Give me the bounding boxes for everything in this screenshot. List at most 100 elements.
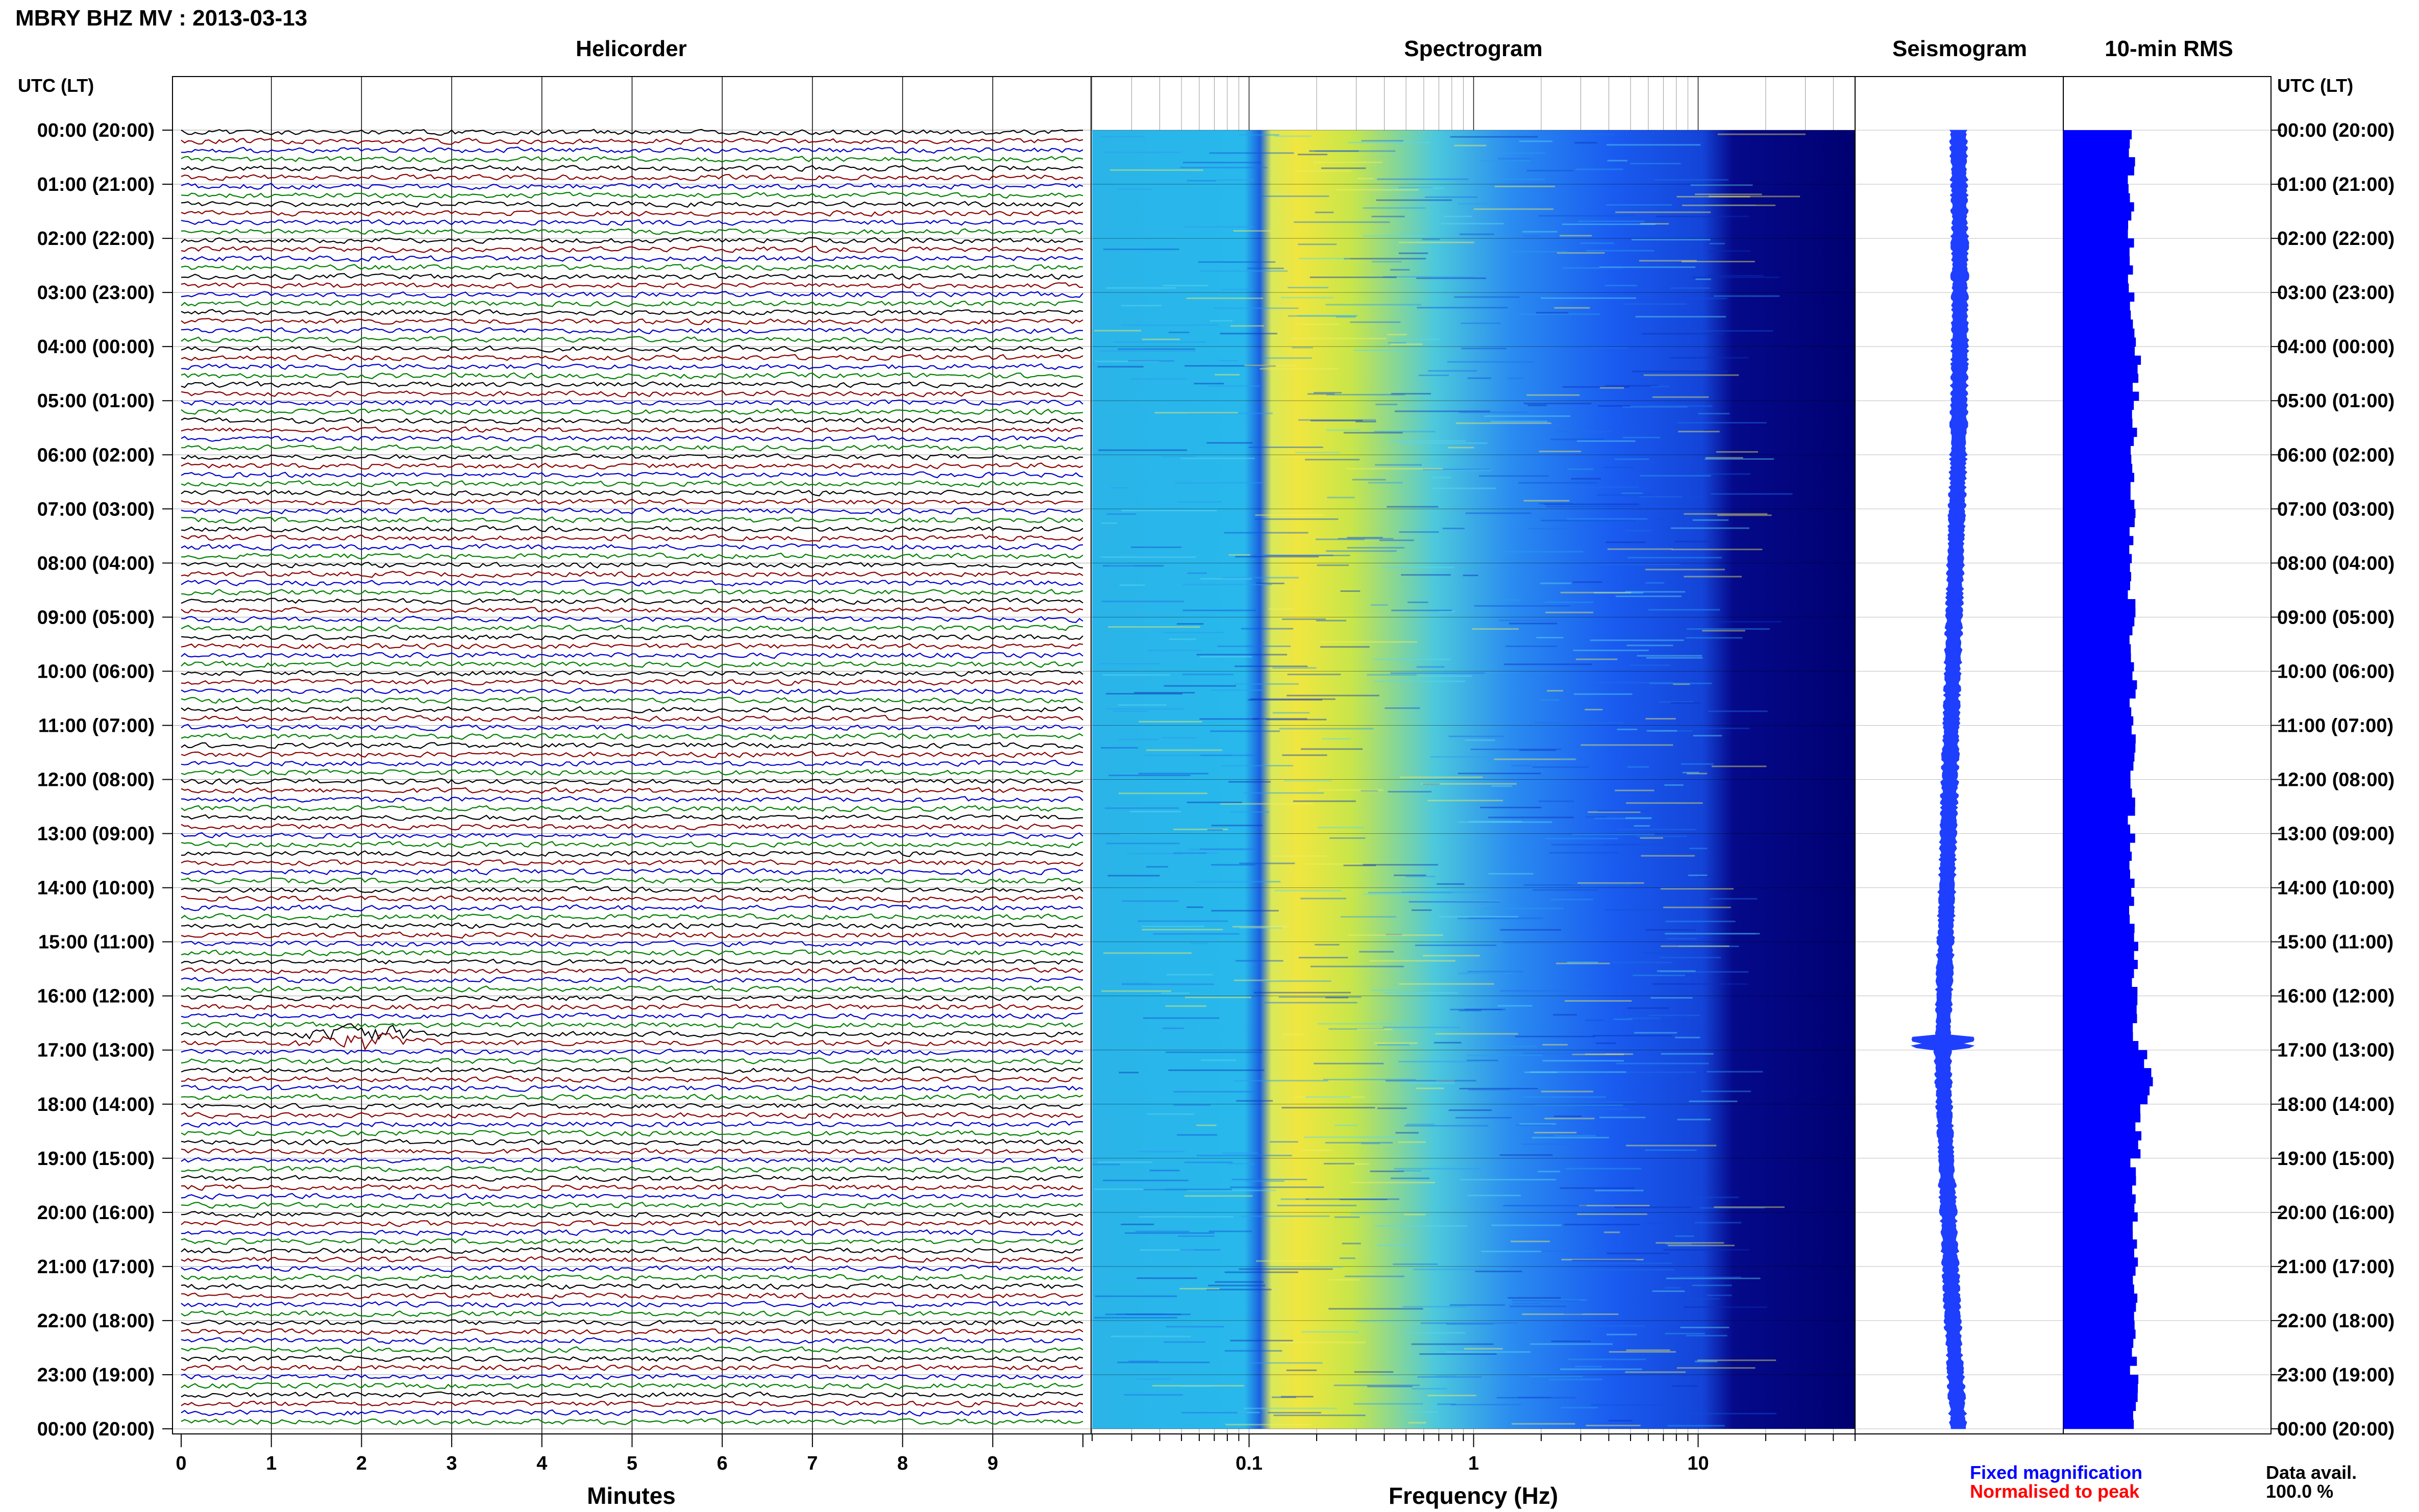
spectrogram-streak (1492, 551, 1584, 553)
spectrogram-streak (1374, 1042, 1418, 1044)
helicorder-trace (181, 642, 1083, 650)
time-label-right: 07:00 (03:00) (2277, 499, 2395, 520)
helicorder-trace (181, 309, 1083, 316)
spectrogram-streak (1134, 692, 1195, 693)
spectrogram-streak (1681, 763, 1714, 765)
time-label-right: 09:00 (05:00) (2277, 607, 2395, 628)
time-label-right: 00:00 (20:00) (2277, 1419, 2395, 1440)
spectrogram-streak (1154, 412, 1239, 414)
spectrogram-streak (1599, 387, 1624, 389)
helicorder-trace (181, 1283, 1083, 1290)
spectrogram-streak (1447, 447, 1474, 449)
helicorder-grid (172, 77, 1091, 1434)
spectrogram-streak (1315, 944, 1340, 946)
spectrogram-streak (1316, 619, 1346, 622)
helicorder-trace (181, 1066, 1083, 1074)
spectrogram-streak (1208, 385, 1260, 387)
spectrogram-streak (1645, 582, 1665, 584)
helicorder-trace (181, 264, 1083, 271)
spectrogram-streak (1149, 1170, 1180, 1172)
helicorder-trace (181, 354, 1083, 361)
spectrogram-streak (1606, 144, 1701, 146)
spectrogram-streak (1370, 1170, 1404, 1172)
helicorder-trace (181, 877, 1083, 884)
spectrogram-streak (1686, 1334, 1727, 1336)
spectrogram-streak (1121, 983, 1214, 985)
spectrogram-streak (1373, 658, 1451, 660)
spectrogram-streak (1359, 951, 1394, 953)
minute-tick-label: 7 (807, 1453, 818, 1474)
spectrogram-streak (1494, 758, 1576, 760)
helicorder-trace (181, 534, 1083, 542)
spectrogram-streak (1522, 231, 1558, 233)
spectrogram-streak (1519, 749, 1557, 751)
spectrogram-streak (1282, 618, 1326, 620)
frequency-tick-label: 0.1 (1236, 1453, 1263, 1474)
spectrogram-streak (1146, 749, 1223, 751)
spectrogram-streak (1121, 982, 1151, 984)
spectrogram-streak (1648, 1014, 1700, 1017)
time-label-right: 02:00 (22:00) (2277, 228, 2395, 250)
rms-bar (2063, 193, 2130, 203)
spectrogram-streak (1200, 1059, 1236, 1061)
time-label-right: 15:00 (11:00) (2277, 932, 2393, 953)
spectrogram-streak (1187, 412, 1273, 414)
spectrogram-streak (1310, 419, 1363, 422)
spectrogram-streak (1449, 1304, 1505, 1306)
helicorder-trace (181, 940, 1083, 948)
spectrogram-streak (1377, 178, 1469, 180)
rms-bar (2063, 1383, 2138, 1393)
helicorder-trace (181, 435, 1083, 442)
spectrogram-streak (1346, 468, 1443, 470)
spectrogram-streak (1575, 168, 1623, 170)
spectrogram-streak (1222, 577, 1299, 579)
spectrogram-streak (1328, 1279, 1360, 1281)
spectrogram-streak (1582, 1269, 1674, 1271)
helicorder-trace (181, 1255, 1083, 1263)
spectrogram-streak (1399, 531, 1439, 533)
spectrogram-streak (1670, 287, 1710, 289)
spectrogram-streak (1166, 1051, 1263, 1053)
rms-bar (2063, 301, 2130, 311)
spectrogram-streak (1323, 1079, 1416, 1081)
spectrogram-streak (1371, 215, 1405, 217)
rms-bar (2063, 590, 2128, 600)
spectrogram-streak (1458, 973, 1514, 974)
spectrogram-streak (1383, 566, 1454, 568)
time-label-right: 06:00 (02:00) (2277, 444, 2395, 466)
time-label-right: 03:00 (23:00) (2277, 282, 2395, 304)
rms-bar (2063, 428, 2137, 437)
spectrogram-streak (1344, 258, 1426, 260)
helicorder-trace (181, 1138, 1083, 1146)
helicorder-trace (181, 1093, 1083, 1101)
spectrogram-streak (1646, 730, 1677, 732)
spectrogram-streak (1268, 1411, 1321, 1414)
spectrogram-streak (1374, 680, 1466, 682)
spectrogram-streak (1664, 933, 1756, 935)
helicorder-trace (181, 1075, 1083, 1083)
spectrogram-streak (1228, 781, 1271, 783)
spectrogram-streak (1606, 204, 1672, 206)
spectrogram-streak (1164, 685, 1236, 687)
rms-bar (2063, 1248, 2134, 1258)
spectrogram-streak (1142, 338, 1180, 340)
spectrogram-streak (1519, 140, 1552, 142)
helicorder-trace (181, 1409, 1083, 1417)
spectrogram-streak (1594, 1189, 1644, 1192)
spectrogram-streak (1239, 1268, 1333, 1270)
minute-tick-label: 1 (266, 1453, 277, 1474)
spectrogram-streak (1324, 1162, 1354, 1164)
spectrogram-streak (1560, 1368, 1642, 1370)
rms-bar (2063, 500, 2135, 509)
helicorder-trace (181, 489, 1083, 497)
rms-bar (2063, 644, 2131, 654)
time-label-left: 08:00 (04:00) (37, 553, 155, 574)
spectrogram-streak (1636, 835, 1687, 837)
rms-bar (2063, 1005, 2137, 1014)
spectrogram-streak (1572, 1259, 1636, 1261)
helicorder-trace (181, 164, 1083, 172)
spectrogram-streak (1106, 693, 1182, 695)
spectrogram-streak (1679, 496, 1703, 498)
spectrogram-streak (1437, 1403, 1456, 1405)
spectrogram-streak (1597, 494, 1654, 496)
